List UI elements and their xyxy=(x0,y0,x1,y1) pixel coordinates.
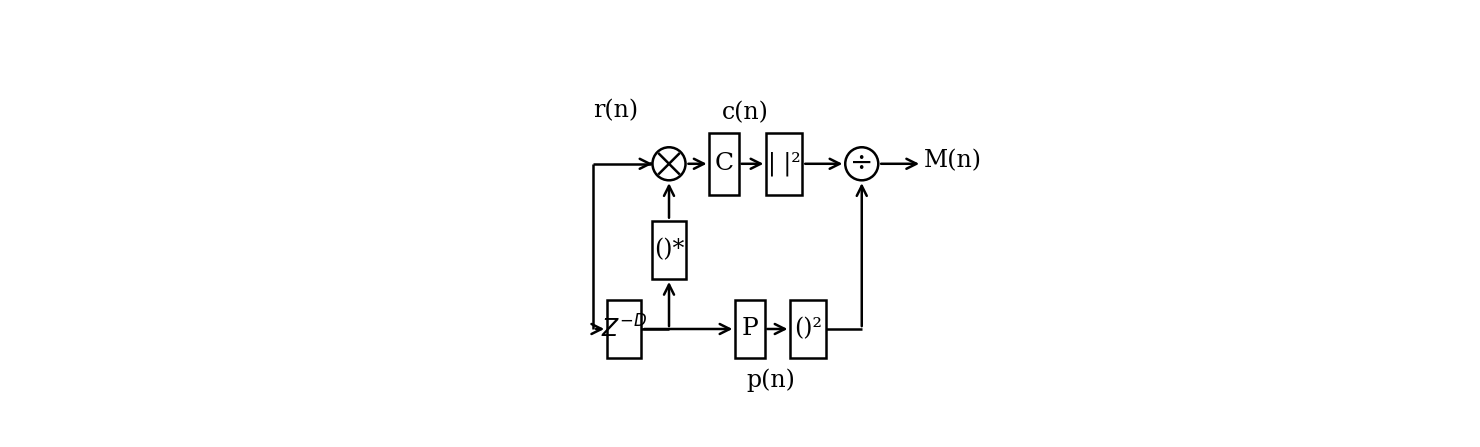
Text: C: C xyxy=(715,152,734,175)
Circle shape xyxy=(653,147,685,180)
Text: M(n): M(n) xyxy=(924,149,981,172)
Text: r(n): r(n) xyxy=(593,100,638,122)
Circle shape xyxy=(845,147,878,180)
Bar xyxy=(767,133,802,195)
Text: c(n): c(n) xyxy=(722,101,770,124)
Text: ÷: ÷ xyxy=(850,150,873,177)
Text: | |²: | |² xyxy=(768,152,801,176)
Text: ()²: ()² xyxy=(795,317,823,341)
Text: p(n): p(n) xyxy=(746,369,795,392)
Bar xyxy=(607,300,641,358)
Text: ()*: ()* xyxy=(654,238,684,261)
Text: $Z^{-D}$: $Z^{-D}$ xyxy=(601,316,647,342)
Bar xyxy=(651,220,687,279)
Bar xyxy=(709,133,739,195)
Bar xyxy=(790,300,826,358)
Text: P: P xyxy=(741,317,758,341)
Bar xyxy=(736,300,765,358)
